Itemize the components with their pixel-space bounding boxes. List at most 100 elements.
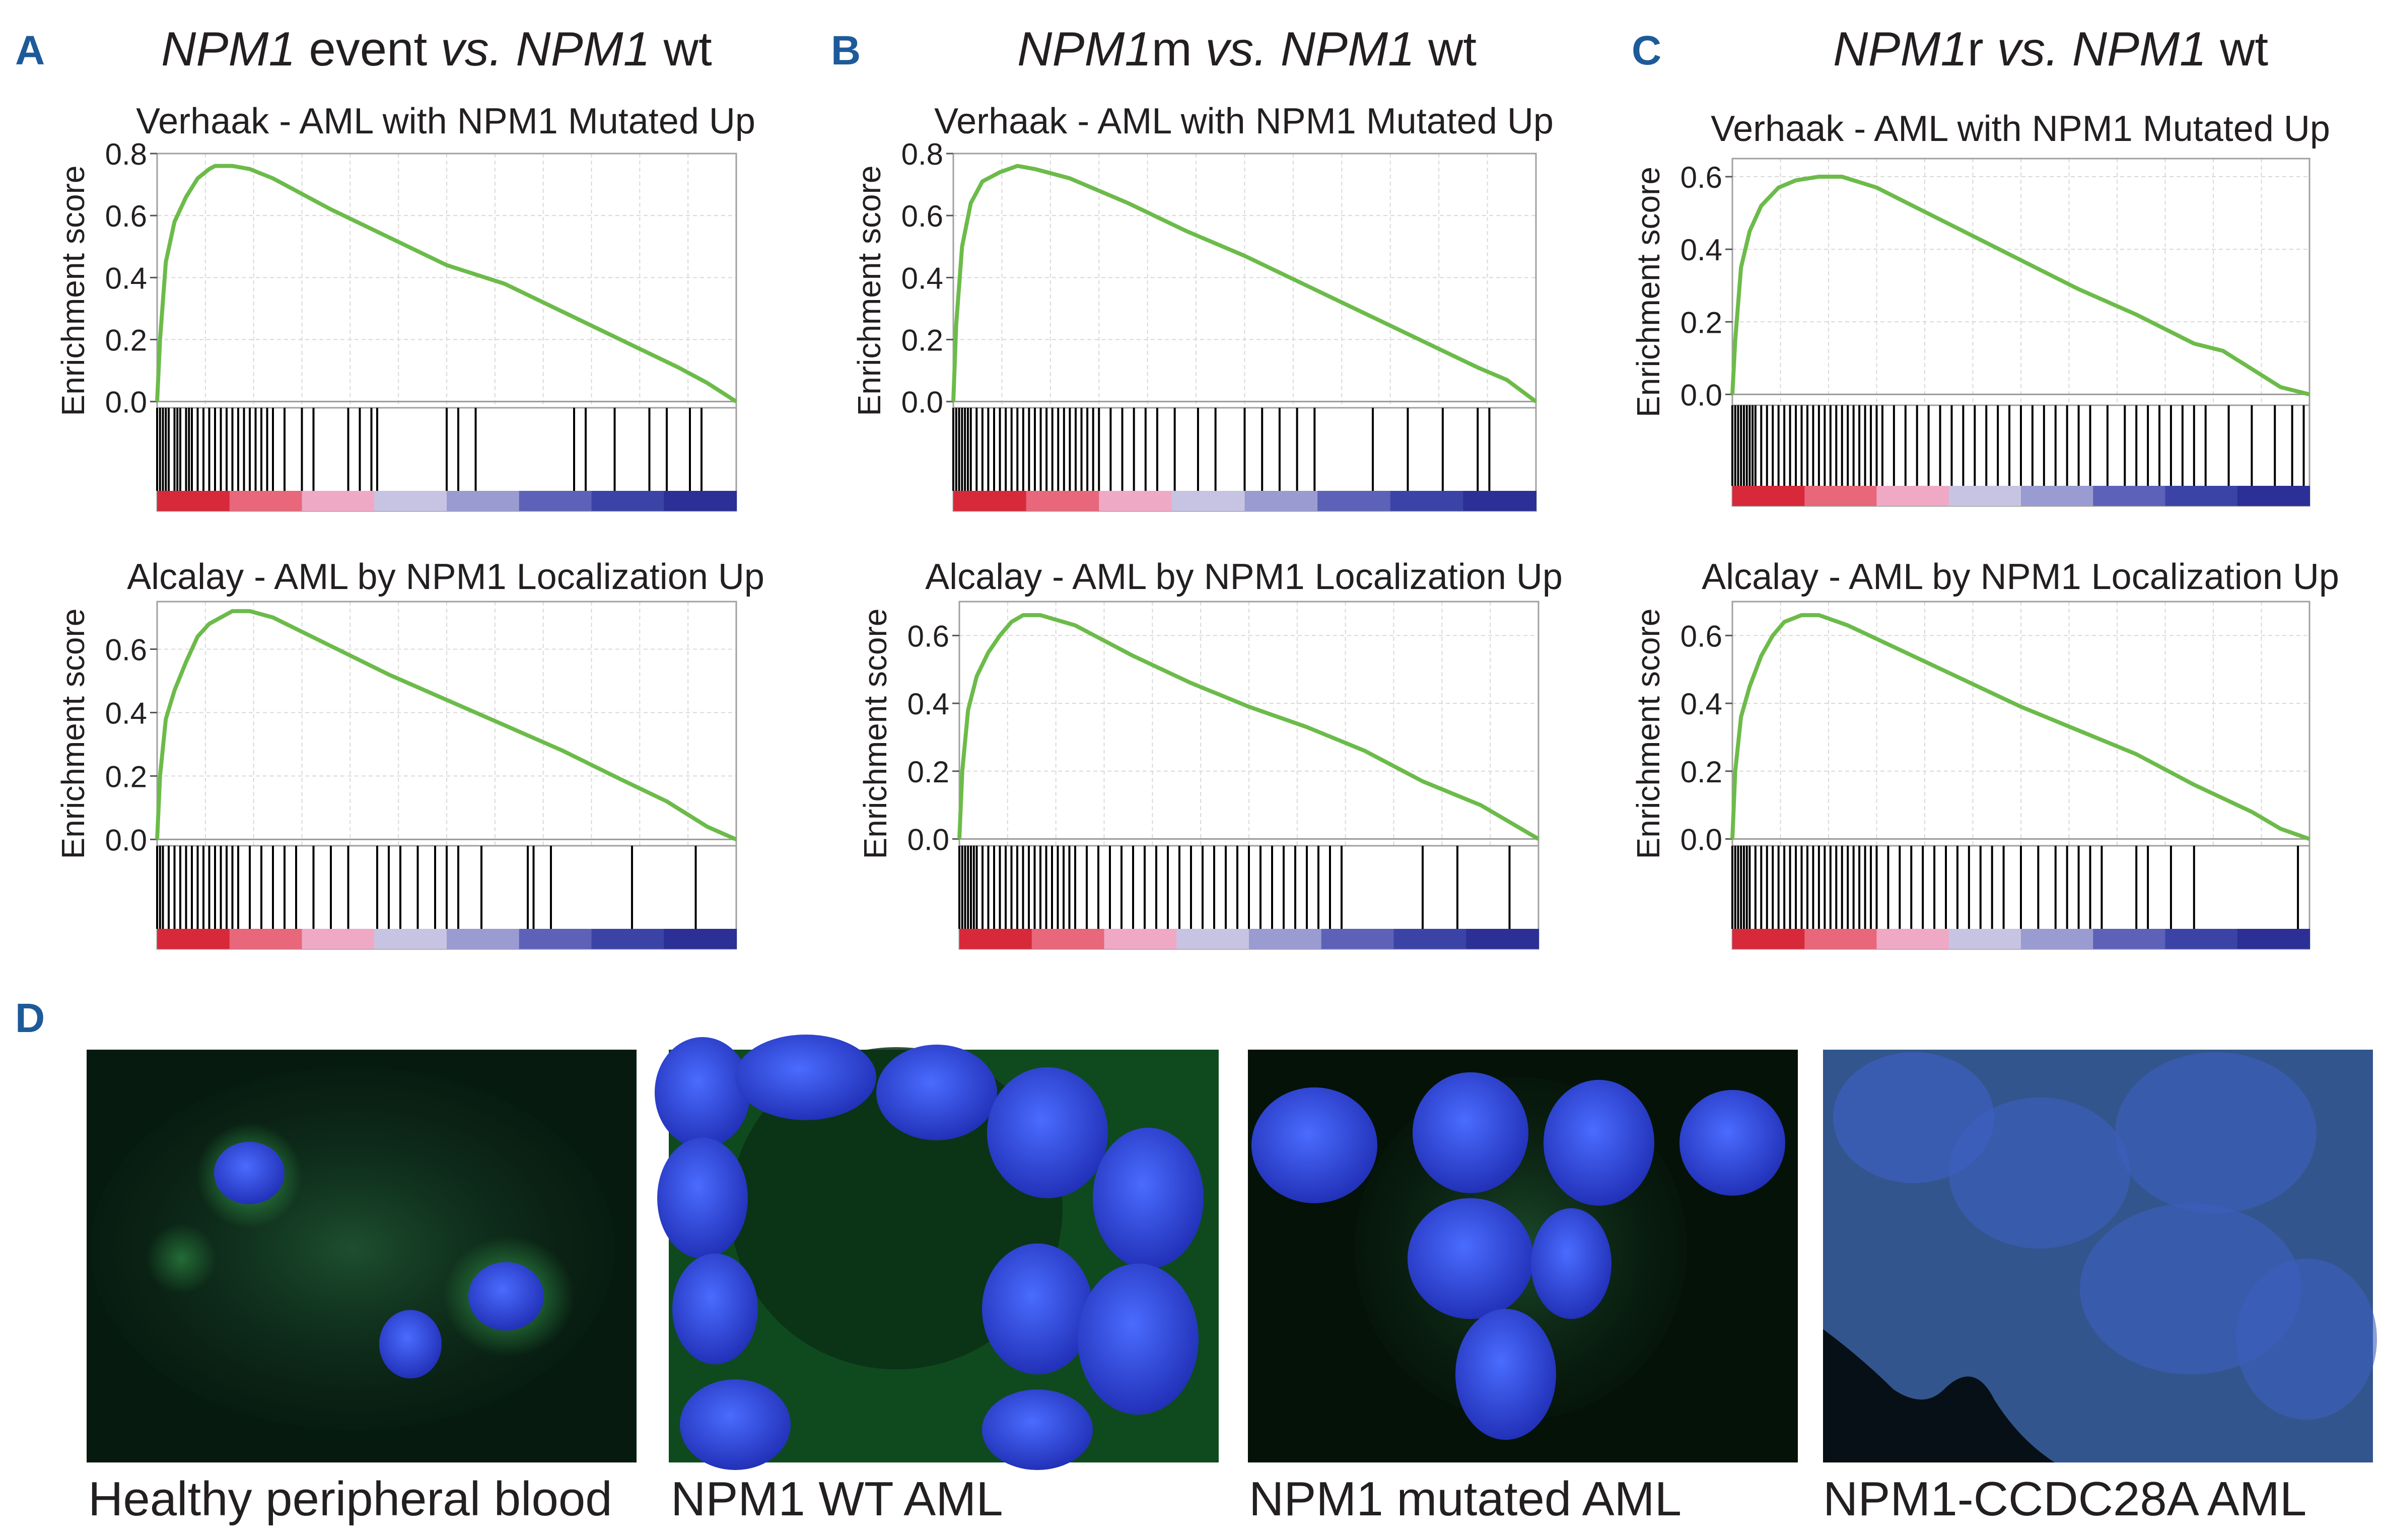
y-tick-label: 0.0 xyxy=(1680,823,1722,857)
heatbar-segment xyxy=(959,929,1032,949)
heatbar-segment xyxy=(1948,486,2021,506)
chart-title: Verhaak - AML with NPM1 Mutated Up xyxy=(934,101,1554,141)
y-tick-label: 0.4 xyxy=(1680,233,1722,267)
heatbar-segment xyxy=(1176,929,1249,949)
micrograph-caption: NPM1 WT AML xyxy=(671,1472,1003,1526)
y-tick-label: 0.0 xyxy=(1680,378,1722,412)
panel-letter: A xyxy=(15,28,45,74)
heatbar-segment xyxy=(1099,491,1172,511)
gsea-plot-A-verhaak: Verhaak - AML with NPM1 Mutated Up 0.0 0.2… xyxy=(55,101,755,512)
y-axis-label: Enrichment score xyxy=(857,609,893,859)
heatbar-segment xyxy=(953,491,1027,511)
heatbar-segment xyxy=(302,491,375,511)
y-tick-label: 0.6 xyxy=(1680,619,1722,653)
heatbar-segment xyxy=(519,929,592,949)
heatbar-segment xyxy=(374,929,447,949)
y-tick-label: 0.6 xyxy=(105,633,147,667)
y-tick-label: 0.8 xyxy=(901,137,943,171)
y-tick-label: 0.2 xyxy=(1680,755,1722,789)
panel-B-header: B NPM1m vs. NPM1 wt xyxy=(831,22,1477,76)
micrograph-npm1-mutated xyxy=(1248,1050,1798,1462)
heatbar-segment xyxy=(374,491,447,511)
heatbar-segment xyxy=(1732,929,1805,949)
panel-letter: B xyxy=(831,28,861,74)
heatbar-segment xyxy=(519,491,592,511)
heatbar-segment xyxy=(1876,486,1949,506)
enrichment-curve xyxy=(957,613,1540,841)
y-tick-label: 0.0 xyxy=(105,386,147,419)
heatbar-segment xyxy=(2165,929,2238,949)
micrograph-caption: NPM1-CCDC28A AML xyxy=(1823,1472,2306,1526)
y-tick-label: 0.6 xyxy=(105,199,147,233)
y-tick-label: 0.6 xyxy=(907,619,949,653)
y-tick-label: 0.6 xyxy=(901,199,943,233)
y-axis-label: Enrichment score xyxy=(851,166,887,416)
panel-A-header: A NPM1 event vs. NPM1 wt xyxy=(15,22,712,76)
heatbar-segment xyxy=(1463,491,1536,511)
micrograph-healthy-blood xyxy=(87,1050,637,1462)
heatbar-segment xyxy=(229,491,303,511)
y-axis-label: Enrichment score xyxy=(1630,167,1666,417)
panel-title: NPM1m vs. NPM1 wt xyxy=(1017,22,1477,76)
heatbar-segment xyxy=(1171,491,1245,511)
heatbar-segment xyxy=(447,491,520,511)
chart-title: Verhaak - AML with NPM1 Mutated Up xyxy=(1711,109,2330,149)
micrograph-npm1-wt xyxy=(655,1035,1219,1470)
y-axis-label: Enrichment score xyxy=(1630,609,1666,859)
y-tick-label: 0.2 xyxy=(105,760,147,793)
y-tick-label: 0.4 xyxy=(907,687,949,721)
y-tick-label: 0.2 xyxy=(105,324,147,357)
panel-letter: C xyxy=(1632,28,1661,74)
heatbar-segment xyxy=(1031,929,1105,949)
chart-title: Alcalay - AML by NPM1 Localization Up xyxy=(127,557,764,597)
y-tick-label: 0.2 xyxy=(1680,306,1722,339)
heatbar-segment xyxy=(2237,929,2310,949)
panel-title: NPM1r vs. NPM1 wt xyxy=(1833,22,2268,76)
heatbar-segment xyxy=(1804,486,1877,506)
enrichment-curve xyxy=(1730,175,2310,397)
gsea-plot-C-alcalay: Alcalay - AML by NPM1 Localization Up 0.0… xyxy=(1630,557,2339,950)
heatbar-segment xyxy=(1393,929,1467,949)
heatbar-segment xyxy=(302,929,375,949)
heatbar-segment xyxy=(664,491,737,511)
chart-title: Alcalay - AML by NPM1 Localization Up xyxy=(925,557,1563,597)
heatbar-segment xyxy=(1244,491,1318,511)
heatbar-segment xyxy=(2021,486,2094,506)
y-tick-label: 0.2 xyxy=(907,755,949,789)
micrograph-npm1-ccdc28a xyxy=(1823,1050,2377,1462)
y-tick-label: 0.4 xyxy=(1680,687,1722,721)
heatbar-segment xyxy=(2021,929,2094,949)
chart-title: Alcalay - AML by NPM1 Localization Up xyxy=(1702,557,2339,597)
y-tick-label: 0.6 xyxy=(1680,161,1722,194)
micrograph-caption: Healthy peripheral blood xyxy=(88,1472,612,1526)
enrichment-curve xyxy=(155,164,738,404)
heatbar-segment xyxy=(2093,929,2166,949)
heatbar-segment xyxy=(1876,929,1949,949)
heatbar-segment xyxy=(1026,491,1100,511)
chart-title: Verhaak - AML with NPM1 Mutated Up xyxy=(136,101,755,141)
y-axis-label: Enrichment score xyxy=(55,609,91,859)
heatbar-segment xyxy=(1466,929,1539,949)
enrichment-curve xyxy=(1730,613,2310,841)
y-tick-label: 0.0 xyxy=(907,823,949,857)
heatbar-segment xyxy=(2237,486,2310,506)
enrichment-curve xyxy=(951,164,1537,403)
y-tick-label: 0.2 xyxy=(901,324,943,357)
panel-letter: D xyxy=(15,995,45,1041)
y-tick-label: 0.0 xyxy=(901,386,943,419)
y-tick-label: 0.4 xyxy=(105,696,147,730)
heatbar-segment xyxy=(157,929,230,949)
panel-title: NPM1 event vs. NPM1 wt xyxy=(161,22,712,76)
y-tick-label: 0.8 xyxy=(105,137,147,171)
heatbar-segment xyxy=(1390,491,1464,511)
heatbar-segment xyxy=(157,491,230,511)
y-tick-label: 0.0 xyxy=(105,823,147,857)
heatbar-segment xyxy=(229,929,303,949)
y-axis-label: Enrichment score xyxy=(55,166,91,416)
heatbar-segment xyxy=(1104,929,1177,949)
heatbar-segment xyxy=(447,929,520,949)
heatbar-segment xyxy=(664,929,737,949)
heatbar-segment xyxy=(1249,929,1322,949)
heatbar-segment xyxy=(1321,929,1394,949)
